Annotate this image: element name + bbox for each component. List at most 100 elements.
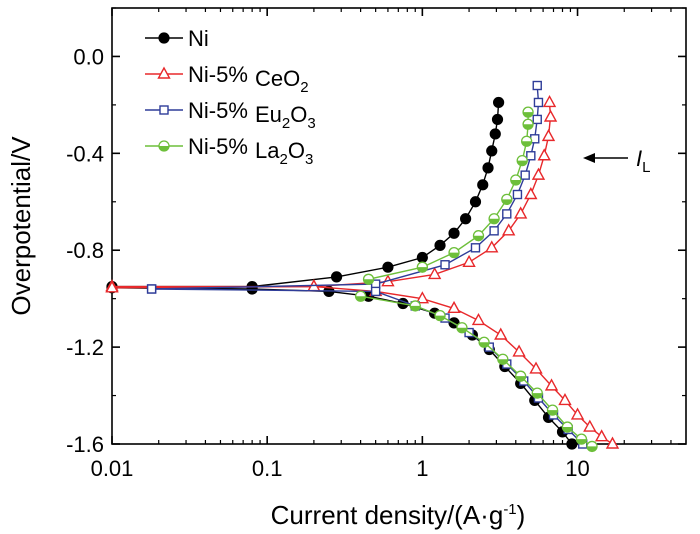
data-point bbox=[491, 113, 504, 126]
x-tick-label: 0.01 bbox=[91, 456, 134, 481]
data-point bbox=[512, 189, 523, 200]
data-point bbox=[462, 254, 476, 268]
legend-label: Ni-5% bbox=[188, 134, 248, 159]
data-point bbox=[354, 290, 367, 302]
y-tick-label: -0.4 bbox=[66, 141, 104, 166]
data-point bbox=[246, 283, 258, 295]
legend-entry: Ni-5% CeO2 bbox=[145, 62, 309, 96]
data-point bbox=[542, 95, 557, 108]
marker-half-fill bbox=[479, 342, 490, 348]
y-tick-label: -0.8 bbox=[66, 238, 104, 263]
marker-half-fill bbox=[489, 218, 500, 224]
data-point bbox=[434, 239, 446, 251]
marker-half-fill bbox=[510, 179, 521, 185]
y-tick-label: -1.2 bbox=[66, 335, 104, 360]
data-point bbox=[522, 118, 534, 130]
data-point bbox=[533, 97, 544, 108]
data-point bbox=[513, 206, 528, 219]
data-point bbox=[434, 309, 446, 322]
data-point bbox=[531, 387, 543, 399]
data-point bbox=[502, 209, 512, 219]
data-point bbox=[583, 419, 597, 432]
data-point bbox=[521, 135, 533, 147]
legend-entry: Ni bbox=[145, 26, 209, 51]
cathodic-curve bbox=[151, 288, 584, 445]
data-point bbox=[546, 404, 559, 416]
data-point bbox=[489, 226, 499, 236]
series-layer bbox=[105, 80, 620, 453]
legend-formula: Eu2O3 bbox=[255, 102, 316, 132]
marker-half-fill bbox=[435, 315, 446, 321]
marker-half-fill bbox=[562, 427, 573, 433]
legend-formula: CeO2 bbox=[255, 66, 309, 96]
data-point bbox=[482, 162, 494, 174]
data-point bbox=[515, 370, 527, 382]
data-point bbox=[532, 114, 542, 125]
data-point bbox=[605, 436, 620, 449]
limiting-current-annotation: IL bbox=[583, 146, 650, 176]
marker-half-fill bbox=[501, 199, 512, 205]
data-point bbox=[146, 284, 157, 294]
legend-label: Ni bbox=[188, 26, 209, 51]
marker-half-fill bbox=[497, 359, 508, 365]
series-ni-5-ceo2 bbox=[105, 95, 620, 449]
data-point bbox=[586, 440, 598, 453]
x-tick-label: 10 bbox=[565, 456, 589, 481]
data-point bbox=[427, 266, 442, 280]
data-point bbox=[543, 109, 558, 122]
marker-half-fill bbox=[521, 141, 532, 147]
data-point bbox=[501, 193, 513, 206]
data-point bbox=[470, 243, 481, 253]
data-point bbox=[472, 230, 485, 242]
data-point bbox=[478, 336, 490, 348]
data-point bbox=[541, 128, 556, 142]
data-point bbox=[532, 80, 542, 91]
data-point bbox=[522, 106, 534, 118]
data-point bbox=[448, 227, 460, 239]
data-point bbox=[486, 145, 498, 157]
y-axis-title: Overpotential/V bbox=[6, 136, 36, 316]
data-point bbox=[485, 240, 499, 253]
marker-half-fill bbox=[410, 305, 421, 311]
legend-marker bbox=[159, 105, 169, 115]
data-point bbox=[469, 196, 482, 208]
data-point bbox=[415, 291, 430, 304]
data-point bbox=[370, 286, 381, 297]
data-point bbox=[558, 392, 572, 406]
marker-half-fill bbox=[587, 446, 598, 452]
data-point bbox=[477, 179, 489, 191]
legend-marker bbox=[158, 140, 170, 152]
data-point bbox=[330, 271, 343, 283]
marker-half-fill bbox=[517, 160, 528, 166]
series-ni bbox=[106, 96, 578, 450]
marker-half-fill bbox=[456, 327, 467, 333]
data-point bbox=[471, 313, 486, 326]
plot-frame bbox=[111, 7, 687, 445]
x-tick-label: 0.1 bbox=[252, 456, 283, 481]
marker-half-fill bbox=[547, 410, 558, 416]
data-point bbox=[531, 167, 546, 180]
x-axis-title: Current density/(A·g-1) bbox=[271, 500, 526, 530]
data-point bbox=[575, 433, 588, 445]
marker-half-fill bbox=[473, 235, 484, 241]
anodic-curve bbox=[112, 102, 552, 288]
marker-half-fill bbox=[523, 124, 534, 130]
data-point bbox=[489, 128, 501, 140]
data-point bbox=[537, 148, 551, 161]
data-point bbox=[520, 170, 530, 180]
legend-marker bbox=[158, 32, 170, 44]
data-point bbox=[544, 378, 559, 391]
series-ni-5-la2o3 bbox=[354, 106, 598, 453]
legend-formula: La2O3 bbox=[255, 138, 313, 168]
data-point bbox=[566, 438, 578, 450]
marker-half-fill bbox=[159, 146, 169, 151]
data-point bbox=[105, 280, 119, 293]
data-point bbox=[529, 361, 543, 374]
legend: Ni Ni-5% CeO2 Ni-5% Eu2O3 Ni-5% La2O3 bbox=[145, 26, 316, 168]
data-point bbox=[570, 407, 585, 420]
data-point bbox=[362, 273, 375, 285]
marker-half-fill bbox=[363, 279, 374, 285]
marker-half-fill bbox=[417, 267, 428, 273]
legend-entry: Ni-5% La2O3 bbox=[145, 134, 313, 168]
data-point bbox=[594, 429, 609, 442]
